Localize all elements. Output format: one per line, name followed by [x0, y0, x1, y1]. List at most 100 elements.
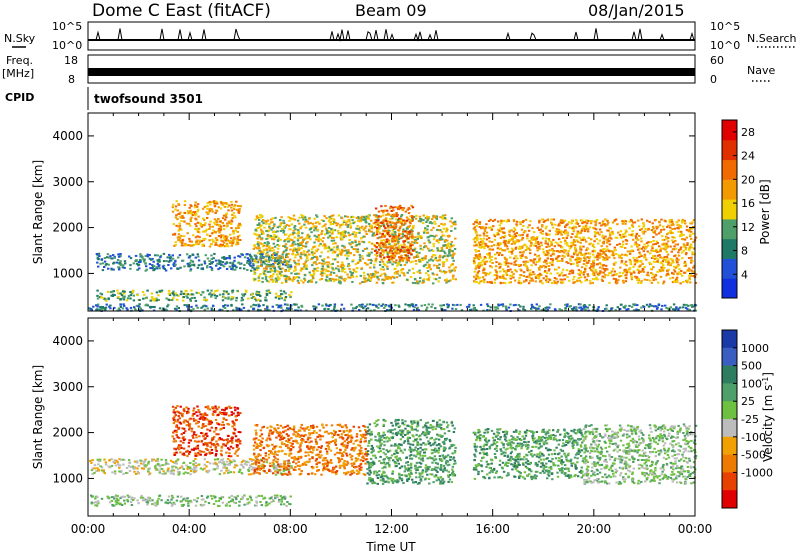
power-cell [332, 239, 336, 242]
power-cell [642, 222, 645, 225]
power-cell [319, 255, 322, 258]
power-cell [671, 222, 675, 225]
power-cell [368, 274, 371, 277]
power-cell [105, 299, 108, 302]
power-cell [454, 278, 457, 281]
power-cell [579, 276, 583, 279]
power-cell [313, 252, 316, 255]
power-cell [414, 240, 417, 243]
power-cell [358, 256, 362, 259]
power-cell [318, 262, 321, 265]
power-cell [482, 267, 486, 270]
power-cell [672, 261, 675, 264]
power-cell [472, 223, 475, 226]
power-cell [253, 244, 256, 246]
power-cell [428, 249, 431, 252]
power-cell [271, 264, 274, 267]
power-cell [235, 306, 238, 309]
power-cell [381, 243, 385, 246]
power-cell [391, 240, 394, 243]
power-cell [329, 273, 332, 276]
power-cell [131, 291, 135, 294]
power-cell [231, 217, 234, 219]
power-cell [208, 228, 211, 230]
power-cell [314, 221, 318, 224]
power-cell [326, 264, 329, 267]
power-cell [488, 309, 492, 312]
power-cell [178, 237, 182, 240]
power-cell [567, 221, 571, 224]
power-cell [327, 261, 330, 264]
power-cell [313, 234, 316, 237]
power-cell [211, 238, 214, 241]
power-cell [312, 305, 315, 308]
power-cell [381, 265, 385, 268]
power-cell [435, 217, 438, 220]
power-cell [440, 236, 443, 239]
power-cell [560, 309, 563, 312]
power-cell [547, 238, 551, 240]
power-cell [190, 289, 193, 292]
power-cell [316, 228, 320, 231]
power-cell [413, 255, 416, 258]
power-cell [552, 250, 555, 253]
power-cell [512, 220, 516, 223]
power-cell [542, 277, 545, 280]
power-cell [604, 253, 607, 256]
power-cell [537, 307, 540, 310]
power-cell [204, 237, 207, 240]
power-cell [292, 249, 295, 252]
power-cell [433, 264, 436, 267]
power-cell [538, 229, 541, 231]
power-cell [189, 293, 192, 296]
power-cell [391, 221, 394, 224]
power-cell [328, 277, 331, 280]
power-cell [675, 306, 678, 309]
power-cell [685, 279, 688, 282]
power-cell [351, 272, 354, 274]
power-cell [375, 231, 379, 233]
power-cell [225, 236, 229, 239]
power-cell [292, 214, 296, 217]
power-cell [340, 248, 344, 251]
power-cell [289, 217, 292, 220]
power-cell [579, 303, 582, 306]
power-cell [144, 269, 147, 272]
power-cell [477, 241, 481, 244]
power-cell [685, 236, 688, 239]
power-cell [289, 233, 292, 236]
power-cell [513, 242, 516, 245]
power-cell [190, 205, 193, 208]
power-cell [596, 308, 600, 311]
power-cell [424, 263, 427, 266]
power-cell [655, 227, 659, 230]
power-cell [624, 229, 628, 232]
power-cell [393, 251, 397, 253]
power-cell [650, 245, 654, 248]
power-colorbar-swatch [722, 120, 737, 141]
power-cell [395, 246, 398, 249]
power-cell [238, 307, 241, 310]
power-colorbar-tick-label: 8 [741, 245, 748, 258]
power-cell [526, 237, 529, 240]
power-cell [409, 242, 412, 245]
power-cell [414, 236, 417, 239]
power-cell [337, 248, 340, 251]
power-cell [325, 229, 329, 232]
power-cell [97, 252, 101, 255]
velocity-cell [144, 458, 147, 461]
power-cell [426, 219, 429, 222]
power-cell [440, 307, 443, 310]
power-cell [419, 217, 422, 220]
power-cell [643, 243, 646, 246]
power-cell [632, 256, 635, 259]
power-cell [603, 269, 607, 272]
power-cell [638, 234, 641, 237]
power-cell [441, 217, 444, 220]
power-cell [438, 263, 441, 266]
power-cell [528, 273, 532, 276]
power-cell [496, 251, 499, 254]
power-cell [637, 271, 641, 274]
power-cell [310, 251, 314, 254]
power-cell [399, 218, 403, 220]
